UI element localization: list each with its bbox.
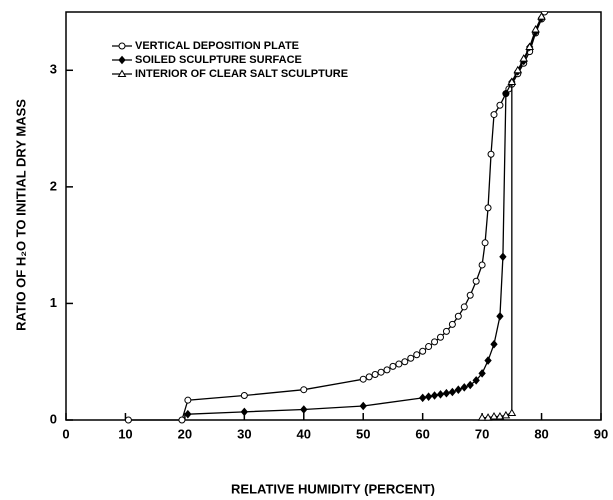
marker — [484, 356, 492, 365]
marker — [377, 368, 385, 376]
marker — [483, 413, 493, 421]
x-tick-label: 80 — [534, 426, 548, 441]
marker — [454, 385, 462, 394]
marker — [430, 391, 439, 400]
x-tick-label: 10 — [118, 426, 132, 441]
marker — [460, 383, 468, 392]
y-axis-label: RATIO OF H₂O TO INITIAL DRY MASS — [13, 99, 28, 331]
marker — [495, 412, 505, 420]
marker — [541, 12, 549, 16]
marker — [442, 388, 451, 398]
marker — [454, 312, 462, 320]
legend-marker — [117, 69, 127, 77]
marker — [431, 338, 439, 346]
marker — [502, 89, 510, 98]
marker — [436, 390, 445, 399]
marker — [178, 416, 186, 424]
marker — [300, 405, 308, 414]
marker — [359, 375, 367, 383]
x-axis-label: RELATIVE HUMIDITY (PERCENT) — [231, 481, 435, 496]
marker — [300, 386, 308, 394]
legend-marker — [118, 42, 126, 50]
marker — [184, 396, 192, 404]
marker — [496, 311, 504, 321]
marker — [478, 261, 486, 269]
marker — [395, 360, 403, 368]
x-tick-label: 50 — [356, 426, 370, 441]
legend-marker — [118, 55, 126, 65]
x-tick-label: 90 — [594, 426, 608, 441]
marker — [531, 24, 540, 33]
marker — [383, 366, 391, 374]
marker — [472, 376, 480, 385]
marker — [507, 77, 517, 85]
marker — [487, 150, 495, 158]
marker — [442, 327, 450, 335]
marker — [389, 362, 397, 370]
marker — [401, 358, 409, 366]
marker — [419, 347, 427, 355]
marker — [513, 65, 523, 74]
marker — [424, 392, 433, 401]
y-tick-label: 0 — [50, 411, 57, 426]
marker — [359, 401, 367, 411]
marker — [365, 373, 373, 381]
x-tick-label: 70 — [475, 426, 489, 441]
marker — [519, 54, 529, 62]
legend-label: VERTICAL DEPOSITION PLATE — [135, 40, 299, 52]
marker — [478, 369, 486, 378]
marker — [481, 239, 489, 247]
marker — [489, 412, 499, 420]
marker — [501, 410, 511, 419]
marker — [525, 42, 535, 50]
plot-frame — [65, 11, 602, 421]
marker — [448, 387, 457, 397]
marker — [460, 303, 468, 311]
y-tick-label: 1 — [50, 295, 57, 310]
marker — [413, 351, 421, 359]
marker — [371, 371, 379, 379]
x-tick-label: 0 — [62, 426, 69, 441]
marker — [425, 343, 433, 351]
y-tick-label: 2 — [50, 178, 57, 193]
marker — [419, 393, 427, 403]
marker — [477, 413, 487, 421]
y-tick-label: 3 — [50, 62, 57, 77]
plot-area — [124, 12, 549, 424]
marker — [496, 101, 504, 109]
legend-label: INTERIOR OF CLEAR SALT SCULPTURE — [135, 68, 348, 80]
marker — [437, 333, 444, 341]
marker — [472, 277, 480, 285]
marker — [490, 339, 498, 349]
marker — [124, 416, 132, 424]
marker — [484, 204, 492, 212]
marker — [407, 354, 415, 362]
x-tick-label: 40 — [297, 426, 311, 441]
x-tick-label: 60 — [415, 426, 429, 441]
marker — [466, 291, 474, 299]
marker — [466, 380, 474, 390]
marker — [490, 111, 498, 119]
marker — [507, 408, 517, 417]
legend-label: SOILED SCULPTURE SURFACE — [135, 54, 302, 66]
series-line — [482, 16, 543, 419]
x-tick-label: 30 — [237, 426, 251, 441]
marker — [240, 407, 248, 417]
marker — [240, 392, 248, 400]
marker — [184, 409, 192, 419]
x-tick-label: 20 — [178, 426, 192, 441]
marker — [499, 252, 507, 262]
marker — [537, 12, 546, 20]
marker — [448, 320, 456, 328]
